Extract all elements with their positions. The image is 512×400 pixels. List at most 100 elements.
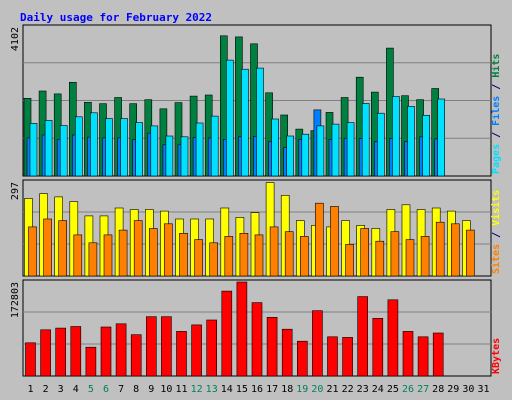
bar-sites-day-26 — [405, 239, 415, 277]
x-tick-label: 25 — [387, 384, 399, 395]
x-tick-label: 21 — [326, 384, 338, 395]
bar-pages-day-6 — [105, 118, 113, 177]
bar-kbytes-day-27 — [417, 336, 429, 377]
bar-kbytes-day-12 — [191, 324, 202, 377]
bar-sites-day-21 — [330, 206, 339, 277]
bar-pages-day-21 — [331, 123, 340, 177]
bar-sites-day-9 — [149, 228, 158, 277]
bar-kbytes-day-1 — [25, 342, 36, 377]
bar-kbytes-day-14 — [221, 290, 233, 377]
x-tick-label: 28 — [432, 384, 444, 395]
bar-sites-day-10 — [164, 223, 173, 277]
legend-segment: Files — [490, 96, 502, 126]
bar-sites-day-27 — [420, 236, 430, 277]
bar-kbytes-day-5 — [85, 346, 97, 377]
bar-kbytes-day-11 — [176, 331, 187, 377]
bar-pages-day-10 — [165, 135, 174, 177]
panel-visits-sites: 297 Sites / Visits — [10, 179, 502, 277]
bar-kbytes-day-3 — [55, 327, 67, 377]
y-max-label: 4102 — [10, 27, 21, 51]
bar-kbytes-day-24 — [372, 317, 384, 377]
bar-sites-day-17 — [269, 226, 279, 277]
x-tick-label: 14 — [221, 384, 233, 395]
bar-kbytes-day-2 — [40, 329, 51, 377]
x-tick-label: 18 — [281, 384, 293, 395]
bar-sites-day-1 — [28, 226, 37, 277]
bar-sites-day-8 — [133, 220, 143, 277]
bar-sites-day-5 — [88, 242, 98, 277]
x-tick-label: 9 — [148, 384, 154, 395]
bar-sites-day-2 — [43, 218, 52, 277]
x-tick-label: 1 — [27, 384, 33, 395]
legend-segment: / — [491, 226, 502, 244]
x-tick-label: 2 — [43, 384, 49, 395]
bar-pages-day-11 — [180, 136, 189, 177]
bar-pages-day-16 — [256, 67, 264, 177]
bar-sites-day-3 — [58, 220, 68, 277]
right-legend-text: Sites / Visits — [490, 190, 502, 274]
bar-kbytes-day-17 — [266, 316, 278, 377]
chart-title: Daily usage for February 2022 — [20, 11, 212, 24]
bar-pages-day-4 — [75, 116, 83, 177]
bar-sites-day-29 — [450, 223, 460, 277]
legend-segment: / — [491, 78, 502, 96]
bar-sites-day-15 — [239, 233, 249, 277]
bar-pages-day-7 — [120, 118, 128, 177]
bar-kbytes-day-25 — [387, 299, 399, 377]
bar-pages-day-18 — [286, 135, 295, 177]
bar-pages-day-3 — [59, 125, 68, 177]
x-tick-label: 6 — [103, 384, 109, 395]
x-tick-label: 23 — [357, 384, 369, 395]
bar-pages-day-27 — [422, 115, 430, 177]
bar-sites-day-30 — [466, 229, 475, 277]
bar-sites-day-28 — [435, 221, 445, 277]
x-tick-label: 12 — [191, 384, 203, 395]
bar-pages-day-12 — [195, 122, 204, 177]
bar-kbytes-day-28 — [432, 332, 444, 377]
bar-sites-day-6 — [103, 234, 113, 277]
bar-pages-day-17 — [271, 118, 279, 177]
bar-pages-day-23 — [361, 103, 370, 177]
x-tick-label: 29 — [447, 384, 459, 395]
bar-kbytes-day-16 — [251, 302, 263, 377]
x-tick-label: 3 — [58, 384, 64, 395]
panel-hits-files-pages: 4102 Pages / Files / Hits — [10, 24, 502, 177]
bar-kbytes-day-21 — [327, 336, 338, 377]
bar-pages-day-14 — [226, 59, 234, 177]
y-max-label: 297 — [10, 182, 21, 200]
bar-pages-day-26 — [407, 106, 415, 177]
x-tick-label: 4 — [73, 384, 79, 395]
bar-kbytes-day-18 — [281, 328, 293, 377]
bar-sites-day-13 — [209, 242, 218, 277]
bar-sites-day-18 — [284, 231, 294, 277]
series-pages — [29, 59, 446, 177]
bar-kbytes-day-4 — [70, 326, 82, 377]
right-legend-text: Pages / Files / Hits — [490, 54, 502, 174]
bar-kbytes-day-7 — [115, 323, 127, 377]
bar-sites-day-23 — [360, 228, 370, 277]
series-kbytes — [25, 281, 444, 377]
bar-pages-day-5 — [90, 112, 98, 177]
bar-kbytes-day-15 — [236, 281, 248, 377]
bar-kbytes-day-9 — [146, 316, 157, 377]
bar-pages-day-8 — [135, 122, 143, 177]
bar-sites-day-4 — [73, 234, 83, 277]
bar-sites-day-12 — [194, 239, 203, 277]
legend-segment: KBytes — [491, 338, 502, 374]
bar-sites-day-14 — [224, 236, 234, 277]
legend-segment: Visits — [490, 190, 502, 226]
legend-segment: Sites — [490, 244, 502, 274]
bar-kbytes-day-10 — [161, 316, 172, 377]
bar-sites-day-20 — [315, 202, 324, 277]
bar-pages-day-19 — [301, 133, 310, 177]
x-tick-label: 7 — [118, 384, 124, 395]
x-tick-label: 16 — [251, 384, 263, 395]
x-tick-label: 22 — [342, 384, 354, 395]
x-tick-label: 31 — [477, 384, 489, 395]
x-tick-label: 8 — [133, 384, 139, 395]
bar-pages-day-22 — [346, 122, 355, 177]
x-tick-label: 11 — [175, 384, 187, 395]
legend-segment: / — [491, 126, 502, 144]
x-tick-label: 26 — [402, 384, 414, 395]
bar-kbytes-day-6 — [100, 326, 112, 377]
